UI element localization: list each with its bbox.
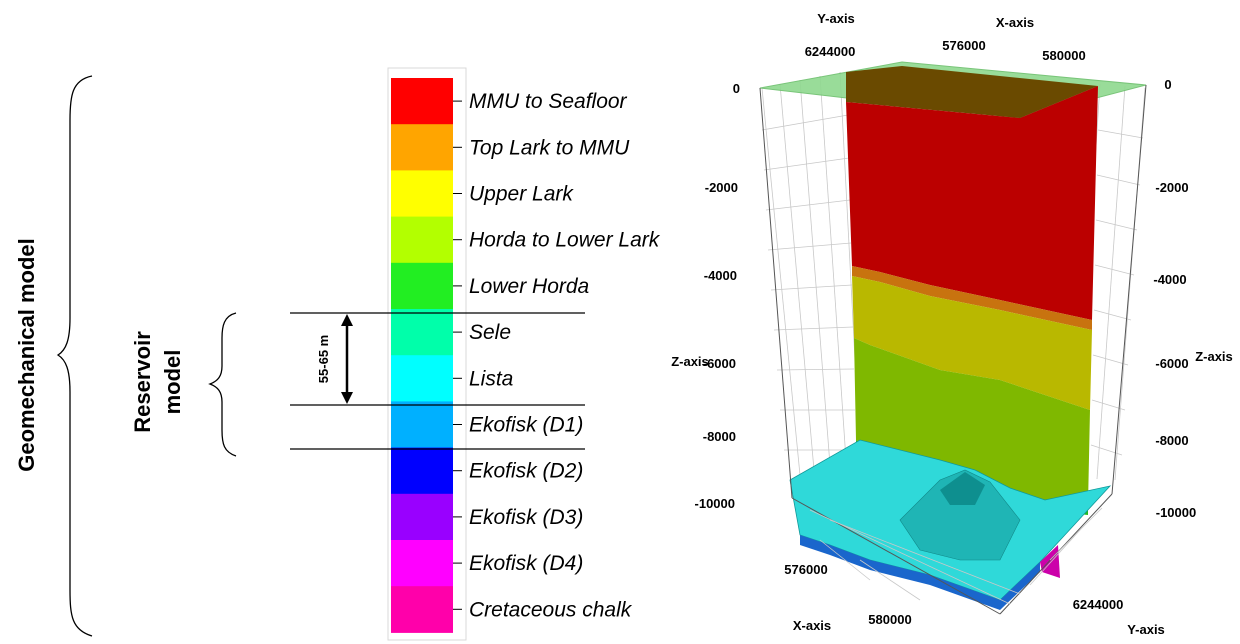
z-ticks-left: 0 -2000 -4000 -6000 -8000 -10000 [695,81,740,511]
strat-unit-label: Sele [469,321,511,344]
strat-unit-swatch [391,586,453,633]
section-mmu-to-seafloor [846,86,1098,320]
z-tick-left-label: -6000 [703,356,736,371]
z-tick-left-label: -2000 [705,180,738,195]
strat-unit-label: Top Lark to MMU [469,136,630,159]
thickness-label: 55-65 m [316,335,331,383]
y-tick-top: 6244000 [805,44,856,59]
z-tick-left-label: 0 [733,81,740,96]
z-tick-right-label: 0 [1164,77,1171,92]
strat-unit-label: MMU to Seafloor [469,90,628,113]
z-tick-left-label: -4000 [704,268,737,283]
strat-unit-label: Upper Lark [469,183,574,206]
x-axis-title-top: X-axis [996,15,1034,30]
geomechanical-model-label: Geomechanical model [14,238,39,472]
reservoir-dome-peak [940,472,985,505]
strat-unit-swatch [391,401,453,449]
strat-unit-label: Ekofisk (D2) [469,460,583,483]
section-upper-lark [852,276,1092,410]
section-top-lark-to-mmu [852,266,1092,330]
top-plane-cut [846,66,1098,118]
strat-unit-label: Lista [469,367,513,390]
chalk-sliver [1040,545,1060,578]
z-tick-right-label: -2000 [1155,180,1188,195]
z-tick-right-label: -4000 [1153,272,1186,287]
strat-unit-swatch [391,78,453,125]
x-tick-top-2: 580000 [1042,48,1085,63]
model-3d: Y-axis X-axis 6244000 576000 580000 Z-ax… [671,11,1233,637]
x-tick-top-1: 576000 [942,38,985,53]
strat-column [391,78,453,633]
strat-unit-label: Lower Horda [469,275,589,298]
z-axis-title-right: Z-axis [1195,349,1233,364]
reservoir-base-edge [800,535,1040,610]
strat-unit-swatch [391,309,453,356]
x-tick-bottom-2: 580000 [868,612,911,627]
z-ticks-right: 0 -2000 -4000 -6000 -8000 -10000 [1153,77,1196,520]
strat-unit-label: Ekofisk (D4) [469,552,583,575]
geomechanical-model-brace [56,75,93,637]
strat-unit-swatch [391,355,453,402]
y-axis-title-bottom: Y-axis [1127,622,1165,637]
strat-unit-label: Ekofisk (D1) [469,414,583,437]
z-tick-left-label: -10000 [695,496,735,511]
strat-unit-label: Cretaceous chalk [469,598,633,621]
thickness-arrow-head-down [341,392,353,404]
reservoir-model-label-line2: model [160,350,185,415]
thickness-arrow-head-up [341,314,353,326]
z-tick-right-label: -6000 [1155,356,1188,371]
strat-unit-label: Horda to Lower Lark [469,229,661,252]
y-axis-title-top: Y-axis [817,11,855,26]
strat-unit-swatch [391,216,453,264]
strat-unit-swatch [391,540,453,587]
strat-unit-swatch [391,124,453,171]
back-grid-left [761,71,861,476]
z-tick-left-label: -8000 [703,429,736,444]
strat-unit-swatch [391,447,453,495]
x-axis-title-bottom: X-axis [793,618,831,633]
y-tick-bottom: 6244000 [1073,597,1124,612]
reservoir-model-brace [208,312,237,457]
reservoir-dome [899,469,1021,561]
z-axis-title-left: Z-axis [671,354,709,369]
z-tick-right-label: -8000 [1155,433,1188,448]
strat-unit-swatch [391,170,453,218]
strat-unit-swatch [391,493,453,541]
strat-unit-label: Ekofisk (D3) [469,506,583,529]
reservoir-model-label-line1: Reservoir [130,331,155,433]
floor-grid [809,507,1103,605]
z-tick-right-label: -10000 [1156,505,1196,520]
unit-labels: MMU to Seafloor Top Lark to MMU Upper Lark… [453,90,661,621]
strat-unit-swatch [391,262,453,310]
x-tick-bottom-1: 576000 [784,562,827,577]
